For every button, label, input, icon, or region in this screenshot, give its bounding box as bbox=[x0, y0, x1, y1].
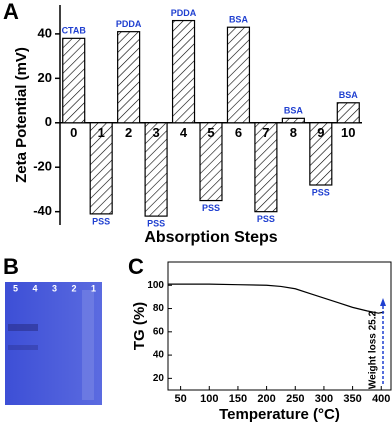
lane-label: 3 bbox=[52, 283, 57, 293]
bar bbox=[89, 122, 113, 215]
y-tick-label: 100 bbox=[147, 280, 164, 291]
x-tick-label: 2 bbox=[125, 125, 132, 140]
x-tick-label: 10 bbox=[341, 125, 355, 140]
bar bbox=[336, 102, 360, 124]
gel-ladder bbox=[82, 290, 94, 400]
bar-annotation: BSA bbox=[284, 106, 304, 116]
y-tick-label: 20 bbox=[38, 70, 52, 85]
x-tick-label: 8 bbox=[290, 125, 297, 140]
bar bbox=[199, 122, 223, 202]
bar bbox=[62, 37, 86, 124]
x-tick-label: 5 bbox=[207, 125, 214, 140]
bar-annotation: PSS bbox=[92, 216, 110, 226]
bar-annotation: BSA bbox=[229, 15, 249, 25]
y-tick-label: 40 bbox=[153, 350, 165, 361]
y-tick-label: -20 bbox=[33, 159, 52, 174]
x-tick-label: 400 bbox=[372, 393, 390, 405]
y-tick-label: 0 bbox=[45, 114, 52, 129]
bar-annotation: PSS bbox=[147, 218, 165, 228]
x-tick-label: 9 bbox=[317, 125, 324, 140]
x-tick-label: 7 bbox=[262, 125, 269, 140]
x-tick-label: 1 bbox=[98, 125, 105, 140]
bar bbox=[309, 122, 333, 186]
y-axis-label: TG (%) bbox=[131, 302, 148, 350]
x-axis-label: Temperature (°C) bbox=[219, 406, 340, 423]
x-tick-label: 350 bbox=[343, 393, 361, 405]
lane-label: 5 bbox=[13, 283, 18, 293]
bar bbox=[117, 31, 141, 124]
x-tick-label: 0 bbox=[70, 125, 77, 140]
bar bbox=[171, 19, 196, 124]
x-tick-label: 4 bbox=[180, 125, 188, 140]
x-tick-label: 50 bbox=[174, 393, 186, 405]
y-axis-label: Zeta Potential (mV) bbox=[13, 47, 30, 183]
bar-annotation: PSS bbox=[257, 214, 275, 224]
panel-label: C bbox=[128, 254, 144, 279]
bar-annotation: BSA bbox=[339, 90, 359, 100]
lane-label: 2 bbox=[72, 283, 77, 293]
bar bbox=[144, 122, 168, 217]
x-tick-label: 100 bbox=[200, 393, 218, 405]
annotation: Weight loss 25.2 bbox=[368, 310, 379, 389]
x-tick-label: 300 bbox=[315, 393, 333, 405]
y-tick-label: 60 bbox=[153, 326, 165, 337]
x-tick-label: 6 bbox=[235, 125, 242, 140]
bar-annotation: CTAB bbox=[62, 26, 87, 36]
x-axis-label: Absorption Steps bbox=[144, 229, 277, 246]
bar bbox=[226, 26, 251, 124]
y-tick-label: 40 bbox=[38, 25, 52, 40]
x-tick-label: 200 bbox=[257, 393, 275, 405]
tg-line bbox=[168, 283, 385, 314]
gel-band bbox=[8, 324, 38, 331]
gel-band bbox=[8, 345, 38, 350]
bar-annotation: PSS bbox=[202, 203, 220, 213]
y-tick-label: 20 bbox=[153, 373, 165, 384]
bar-annotation: PDDA bbox=[116, 19, 142, 29]
x-tick-label: 250 bbox=[286, 393, 304, 405]
bar bbox=[281, 117, 305, 124]
lane-label: 4 bbox=[33, 283, 38, 293]
y-tick-label: -40 bbox=[33, 203, 52, 218]
panel-label: B bbox=[3, 254, 19, 279]
arrow-head bbox=[380, 298, 386, 306]
bar-annotation: PSS bbox=[312, 187, 330, 197]
x-tick-label: 3 bbox=[152, 125, 159, 140]
x-tick-label: 150 bbox=[229, 393, 247, 405]
bar bbox=[254, 122, 278, 213]
bar-annotation: PDDA bbox=[171, 8, 197, 18]
lane-label: 1 bbox=[91, 283, 96, 293]
panel-label: A bbox=[3, 0, 19, 24]
y-tick-label: 80 bbox=[153, 303, 165, 314]
plot-frame bbox=[167, 261, 392, 391]
